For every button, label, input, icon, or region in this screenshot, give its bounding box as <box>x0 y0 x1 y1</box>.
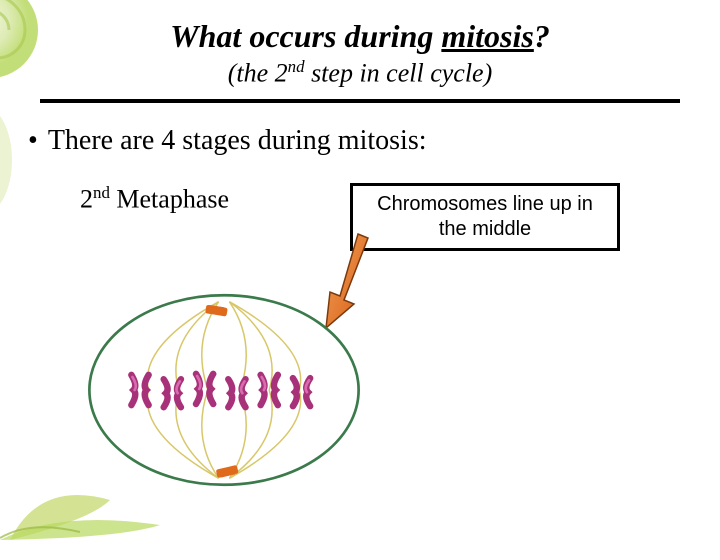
bullet-item: • There are 4 stages during mitosis: <box>28 125 720 157</box>
subtitle-sup: nd <box>288 57 305 76</box>
callout-line1: Chromosomes line up in <box>377 193 593 215</box>
content-row: 2nd Metaphase Chromosomes line up in the… <box>0 183 720 251</box>
page-subtitle: (the 2nd step in cell cycle) <box>0 57 720 89</box>
title-lead: What occurs during <box>170 18 441 54</box>
callout-line2: the middle <box>439 218 531 240</box>
stage-prefix: 2 <box>80 184 93 213</box>
title-block: What occurs during mitosis? (the 2nd ste… <box>0 0 720 89</box>
title-divider <box>40 99 680 103</box>
stage-sup: nd <box>93 183 110 202</box>
stage-name: Metaphase <box>110 184 229 213</box>
bullet-dot: • <box>28 125 38 156</box>
page-title: What occurs during mitosis? <box>0 18 720 55</box>
bullet-text: There are 4 stages during mitosis: <box>48 125 427 156</box>
subtitle-after: step in cell cycle) <box>305 59 493 88</box>
title-trail: ? <box>534 18 550 54</box>
title-underlined: mitosis <box>441 18 533 54</box>
subtitle-before: (the 2 <box>228 59 288 88</box>
cell-diagram <box>84 280 364 500</box>
callout-box: Chromosomes line up in the middle <box>350 183 620 251</box>
stage-label: 2nd Metaphase <box>80 183 330 215</box>
